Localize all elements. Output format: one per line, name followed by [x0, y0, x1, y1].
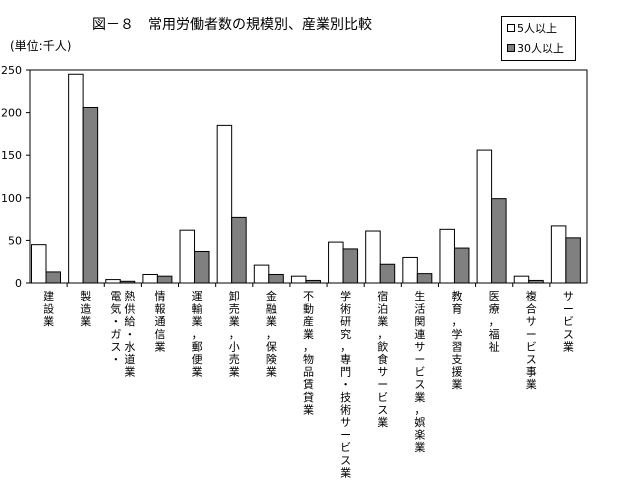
bar-30plus-2 — [119, 280, 136, 284]
bar-30plus-13 — [528, 279, 544, 284]
y-tick-label-200: 200 — [1, 107, 22, 120]
category-label-11: 教育，学習支援業 — [452, 290, 463, 391]
bar-30plus-11 — [453, 247, 470, 284]
y-tick-label-250: 250 — [1, 64, 22, 77]
bar-30plus-3 — [156, 275, 173, 284]
bar-5plus-5 — [216, 124, 233, 284]
bar-30plus-5 — [231, 216, 247, 284]
legend-label-5plus: 5人以上 — [517, 22, 557, 35]
category-label-2-1: 熱供給・水道業 — [124, 290, 135, 379]
category-label-14: サービス業 — [563, 290, 574, 353]
chart-title: 図－８ 常用労働者数の規模別、産業別比較 — [92, 17, 372, 33]
bar-5plus-11 — [439, 228, 455, 284]
y-tick-label-150: 150 — [1, 149, 22, 162]
bar-5plus-6 — [253, 264, 270, 284]
legend-item-30plus: 30人以上 — [507, 41, 564, 55]
bar-5plus-9 — [365, 230, 381, 284]
bar-30plus-4 — [194, 250, 210, 284]
bar-30plus-0 — [45, 271, 61, 284]
category-label-0: 建設業 — [43, 289, 54, 328]
bar-5plus-0 — [31, 244, 47, 284]
bar-5plus-14 — [550, 225, 567, 284]
legend: 5人以上 30人以上 — [501, 16, 576, 61]
category-label-9: 宿泊業，飲食サービス業 — [377, 289, 388, 429]
bar-5plus-1 — [68, 73, 84, 284]
bar-5plus-13 — [513, 275, 530, 284]
category-label-2-0: 電気・ガス・ — [110, 290, 121, 366]
bar-5plus-10 — [402, 256, 418, 284]
category-label-8: 学術研究，専門・技術サービス業 — [340, 289, 351, 479]
legend-item-5plus: 5人以上 — [507, 21, 557, 35]
bar-5plus-7 — [290, 275, 307, 284]
bar-30plus-1 — [82, 106, 99, 284]
bar-30plus-9 — [379, 263, 396, 284]
y-tick-label-100: 100 — [1, 192, 22, 205]
bar-30plus-14 — [565, 237, 581, 284]
category-label-13: 複合サービス事業 — [526, 289, 537, 391]
y-tick-label-50: 50 — [8, 234, 22, 247]
category-label-10: 生活関連サービス業，娯楽業 — [414, 289, 425, 454]
bar-30plus-12 — [491, 198, 507, 284]
unit-label: (単位:千人) — [10, 39, 72, 53]
bar-30plus-7 — [305, 279, 321, 284]
bar-5plus-4 — [179, 229, 196, 284]
legend-swatch-5plus — [507, 24, 515, 32]
bar-5plus-3 — [142, 273, 158, 284]
category-label-5: 卸売業，小売業 — [229, 289, 240, 379]
legend-swatch-30plus — [507, 44, 515, 52]
legend-label-30plus: 30人以上 — [517, 42, 564, 55]
bar-5plus-2 — [105, 279, 121, 284]
category-label-7: 不動産業，物品賃貸業 — [303, 290, 314, 416]
bar-5plus-12 — [476, 149, 493, 284]
y-tick-label-0: 0 — [15, 277, 22, 290]
category-label-12: 医療，福祉 — [489, 290, 500, 353]
bar-30plus-10 — [416, 273, 433, 284]
category-label-3: 情報通信業 — [154, 290, 165, 353]
bar-30plus-8 — [342, 248, 359, 284]
category-label-1: 製造業 — [80, 289, 91, 328]
bar-30plus-6 — [268, 273, 284, 284]
category-label-6: 金融業，保険業 — [266, 289, 277, 379]
category-label-4: 運輸業，郵便業 — [192, 290, 203, 379]
bar-5plus-8 — [328, 241, 344, 284]
